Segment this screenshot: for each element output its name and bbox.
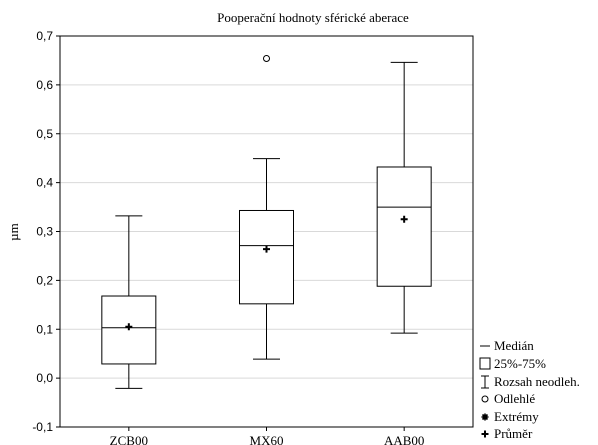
mean-marker bbox=[400, 215, 408, 223]
x-tick-label: ZCB00 bbox=[110, 433, 148, 445]
legend-label: Průměr bbox=[494, 426, 533, 441]
iqr-box bbox=[376, 166, 432, 287]
y-tick-label: 0,5 bbox=[36, 127, 53, 141]
y-tick-label: 0,2 bbox=[36, 273, 53, 287]
legend-label: Rozsah neodleh. bbox=[494, 374, 580, 389]
legend-label: Odlehlé bbox=[494, 391, 535, 406]
legend-item: Průměr bbox=[481, 426, 533, 441]
legend-item: Odlehlé bbox=[481, 391, 535, 406]
box-group bbox=[239, 54, 294, 360]
y-tick-label: -0,1 bbox=[32, 420, 53, 434]
legend-label: Extrémy bbox=[494, 409, 539, 424]
y-axis-label: µm bbox=[6, 223, 21, 241]
mean-marker bbox=[125, 323, 133, 331]
legend-label: Medián bbox=[494, 338, 534, 353]
y-tick-label: 0,4 bbox=[36, 176, 53, 190]
box-group bbox=[376, 61, 432, 334]
y-tick-label: 0,7 bbox=[36, 29, 53, 43]
mean-marker bbox=[263, 245, 270, 253]
y-tick-label: 0,1 bbox=[36, 322, 53, 336]
legend-item: 25%-75% bbox=[479, 356, 546, 371]
y-tick-label: 0,0 bbox=[36, 371, 53, 385]
box-group bbox=[101, 215, 157, 389]
legend-item: Rozsah neodleh. bbox=[481, 374, 580, 389]
chart-title: Pooperační hodnoty sférické aberace bbox=[217, 10, 409, 25]
legend-item: Extrémy bbox=[481, 409, 539, 424]
legend-extreme-swatch bbox=[481, 413, 489, 421]
outlier-point bbox=[263, 54, 270, 62]
legend-box-swatch bbox=[479, 357, 491, 370]
legend-mean-swatch bbox=[481, 430, 489, 438]
x-tick-label: AAB00 bbox=[384, 433, 424, 445]
legend-outlier-swatch bbox=[481, 395, 489, 403]
legend-label: 25%-75% bbox=[494, 356, 546, 371]
legend-whisker-swatch bbox=[481, 375, 489, 389]
legend-item: Medián bbox=[480, 338, 534, 353]
x-tick-label: MX60 bbox=[250, 433, 284, 445]
iqr-box bbox=[239, 209, 294, 305]
y-tick-label: 0,6 bbox=[36, 78, 53, 92]
y-tick-label: 0,3 bbox=[36, 225, 53, 239]
